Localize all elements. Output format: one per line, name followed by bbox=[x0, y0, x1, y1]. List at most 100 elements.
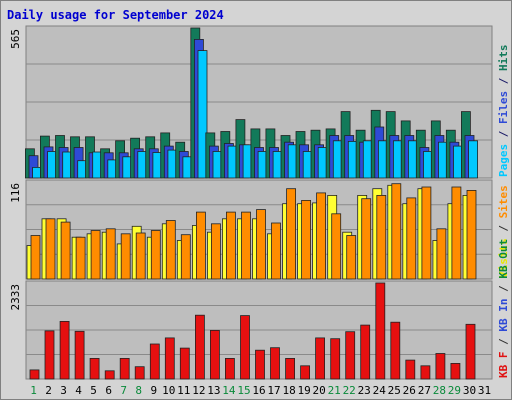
x-tick-label: 29 bbox=[448, 384, 461, 397]
x-tick-label: 3 bbox=[60, 384, 67, 397]
x-tick-label: 4 bbox=[75, 384, 82, 397]
panel-middle: 116 Visits / Sites bbox=[9, 179, 510, 280]
bar-pages-day-12 bbox=[197, 50, 208, 179]
legend-middle: Visits / Sites bbox=[497, 185, 510, 278]
bar-kbf-day-28 bbox=[435, 353, 446, 380]
bar-kbf-day-4 bbox=[74, 330, 85, 380]
bar-sites-day-3 bbox=[60, 221, 71, 280]
x-tick-label: 18 bbox=[282, 384, 295, 397]
y-max-label-middle: 116 bbox=[9, 183, 22, 203]
bar-sites-day-10 bbox=[165, 220, 176, 280]
legend-part: KB F bbox=[497, 352, 510, 379]
y-max-label-top: 565 bbox=[9, 29, 22, 49]
bar-kbf-day-15 bbox=[240, 315, 250, 380]
bar-kbf-day-8 bbox=[134, 366, 145, 380]
legend-part: Sites bbox=[497, 185, 510, 218]
legend-part: Pages bbox=[497, 144, 510, 177]
x-tick-label: 16 bbox=[252, 384, 265, 397]
bar-sites-day-30 bbox=[466, 189, 477, 280]
bar-sites-day-8 bbox=[135, 232, 146, 280]
x-tick-label: 19 bbox=[297, 384, 310, 397]
bar-kbf-day-30 bbox=[465, 323, 476, 380]
bar-kbf-day-9 bbox=[149, 343, 160, 380]
x-tick-label: 24 bbox=[373, 384, 387, 397]
bar-sites-day-26 bbox=[406, 197, 417, 280]
x-tick-label: 10 bbox=[162, 384, 175, 397]
legend-part: Files bbox=[497, 91, 510, 124]
bar-kbf-day-12 bbox=[194, 314, 205, 380]
y-max-label-bottom: 2333 bbox=[9, 284, 22, 311]
chart-title: Daily usage for September 2024 bbox=[7, 8, 224, 22]
bar-sites-day-16 bbox=[256, 209, 266, 280]
bar-sites-day-4 bbox=[75, 236, 86, 280]
bar-sites-day-22 bbox=[346, 235, 357, 280]
x-tick-label: 8 bbox=[135, 384, 142, 397]
bar-kbf-day-25 bbox=[390, 321, 401, 380]
bar-sites-day-24 bbox=[376, 194, 387, 280]
bar-kbf-day-7 bbox=[119, 357, 130, 380]
x-tick-label: 25 bbox=[388, 384, 401, 397]
bar-sites-day-12 bbox=[195, 211, 206, 280]
x-tick-label: 20 bbox=[312, 384, 325, 397]
bar-kbf-day-22 bbox=[345, 331, 356, 380]
x-tick-label: 6 bbox=[105, 384, 112, 397]
bar-sites-day-18 bbox=[286, 188, 297, 280]
bar-kbf-day-19 bbox=[300, 365, 311, 380]
legend-part: / bbox=[497, 71, 510, 91]
bar-sites-day-2 bbox=[45, 218, 56, 280]
bar-sites-day-28 bbox=[436, 228, 447, 280]
x-tick-label: 5 bbox=[90, 384, 97, 397]
x-tick-label: 27 bbox=[418, 384, 431, 397]
bar-kbf-day-26 bbox=[405, 359, 416, 380]
bar-sites-day-29 bbox=[451, 186, 462, 280]
legend-part: / bbox=[497, 279, 510, 299]
bar-kbf-day-23 bbox=[360, 324, 371, 380]
bar-kbf-day-18 bbox=[285, 357, 296, 380]
bar-sites-day-27 bbox=[421, 186, 432, 280]
bar-sites-day-14 bbox=[225, 211, 236, 280]
x-axis: 1 2 3 4 5 6 7 8 9 10 11 12 13 14 15 16 17 18 19 20 21 22 23 24 2… bbox=[30, 384, 491, 397]
bar-kbf-day-1 bbox=[29, 369, 40, 380]
x-tick-label: 13 bbox=[207, 384, 220, 397]
legend-part: Hits bbox=[497, 45, 510, 72]
x-tick-label: 2 bbox=[45, 384, 52, 397]
bar-kbf-day-11 bbox=[179, 347, 190, 380]
x-tick-label: 30 bbox=[463, 384, 476, 397]
x-tick-label: 14 bbox=[222, 384, 236, 397]
bar-kbf-day-6 bbox=[104, 370, 115, 380]
bar-sites-day-21 bbox=[331, 213, 342, 280]
bar-sites-day-23 bbox=[361, 198, 372, 280]
legend-part: / bbox=[497, 124, 510, 144]
bar-kbf-day-5 bbox=[89, 357, 100, 380]
bar-sites-day-25 bbox=[391, 183, 402, 280]
bar-sites-day-6 bbox=[105, 228, 116, 280]
bar-kbf-day-20 bbox=[315, 337, 326, 380]
bar-kbf-day-14 bbox=[224, 357, 235, 380]
bar-kbf-day-17 bbox=[270, 347, 280, 380]
bar-sites-day-15 bbox=[241, 211, 251, 280]
legend-part: KB Out bbox=[497, 239, 510, 279]
bar-kbf-day-16 bbox=[255, 349, 265, 380]
legend-part: / bbox=[497, 218, 510, 238]
bar-sites-day-7 bbox=[120, 233, 131, 280]
legend-part: / bbox=[497, 332, 510, 352]
legend-bottom: KB F / KB In / KB Out bbox=[497, 239, 510, 378]
bar-sites-day-13 bbox=[210, 223, 221, 280]
x-tick-label: 31 bbox=[478, 384, 491, 397]
x-tick-label: 7 bbox=[120, 384, 127, 397]
bar-kbf-day-21 bbox=[330, 338, 341, 380]
bar-sites-day-11 bbox=[180, 234, 191, 280]
legend-part: KB In bbox=[497, 299, 510, 332]
legend-top: Pages / Files / Hits bbox=[497, 45, 510, 178]
bar-kbf-day-10 bbox=[164, 337, 175, 380]
bar-kbf-day-29 bbox=[450, 362, 461, 380]
bar-kbf-day-2 bbox=[44, 330, 55, 380]
x-tick-label: 1 bbox=[30, 384, 37, 397]
bar-sites-day-20 bbox=[316, 192, 327, 280]
bar-sites-day-9 bbox=[150, 230, 161, 280]
x-tick-label: 15 bbox=[237, 384, 250, 397]
panel-bottom: 2333 KB F / KB In / KB Out bbox=[9, 239, 510, 380]
bar-kbf-day-3 bbox=[59, 320, 70, 380]
